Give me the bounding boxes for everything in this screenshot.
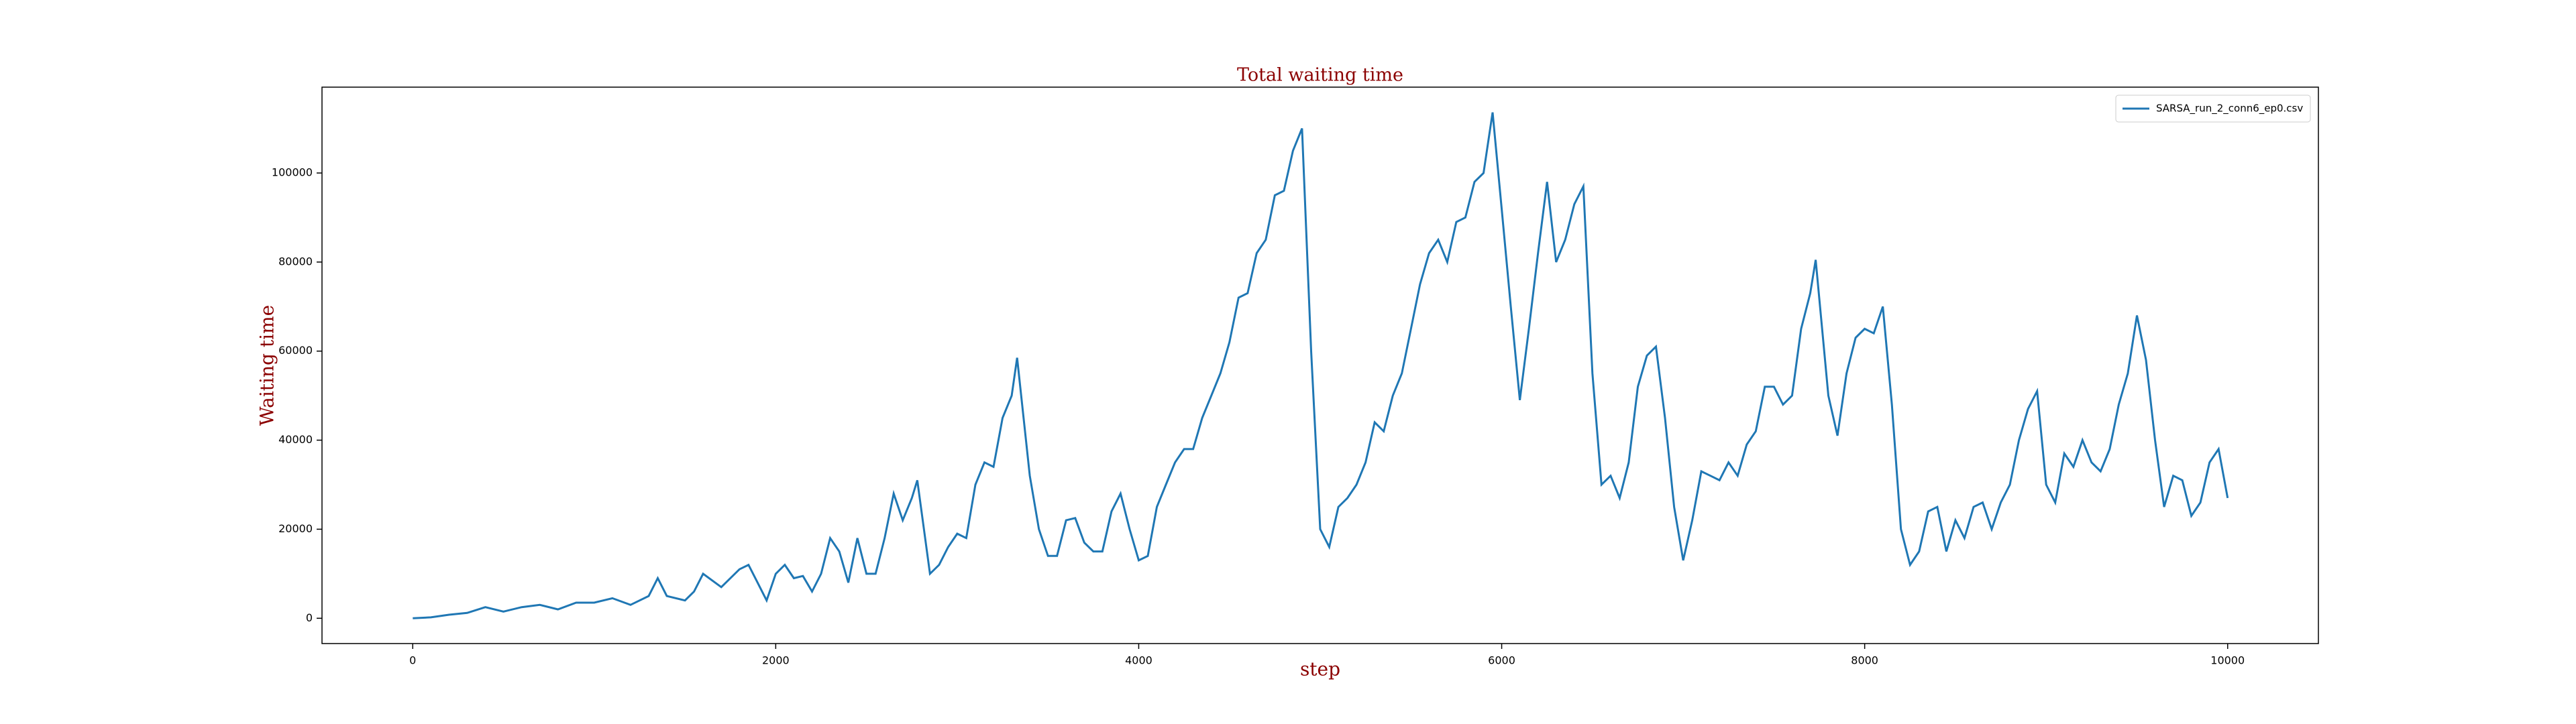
data-line [413,112,2229,619]
legend-box [2115,95,2311,123]
y-tick-label: 40000 [278,433,313,446]
y-tick-label: 80000 [278,255,313,267]
chart-title: Total waiting time [1237,65,1403,86]
x-axis-label: step [1300,658,1340,680]
x-tick-label: 6000 [1488,654,1515,667]
y-axis-label: Waiting time [256,305,278,426]
x-tick-label: 2000 [762,654,790,667]
x-tick-label: 0 [409,654,416,667]
x-tick-label: 4000 [1125,654,1152,667]
x-tick-label: 10000 [2210,654,2245,667]
y-tick-label: 0 [306,611,313,624]
plot-frame [321,86,2319,644]
y-tick-label: 20000 [278,522,313,535]
y-tick-label: 60000 [278,344,313,357]
y-tick-label: 100000 [272,166,313,179]
legend-label: SARSA_run_2_conn6_ep0.csv [2156,103,2303,115]
x-tick-label: 8000 [1851,654,1878,667]
